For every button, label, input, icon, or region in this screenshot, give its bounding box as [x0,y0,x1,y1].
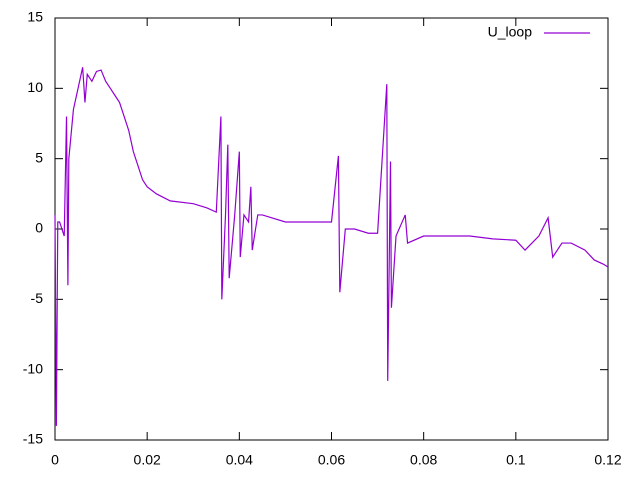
data-line [54,67,609,426]
legend-label: U_loop [488,24,533,40]
x-tick-label: 0.02 [134,452,161,468]
x-tick-label: 0 [51,452,59,468]
x-tick-label: 0.12 [594,452,621,468]
x-tick-label: 0.1 [506,452,526,468]
y-tick-label: -10 [23,360,43,376]
x-tick-label: 0.06 [318,452,345,468]
y-tick-label: 5 [35,149,43,165]
y-tick-label: -5 [31,290,44,306]
y-tick-label: 0 [35,220,43,236]
x-tick-label: 0.04 [226,452,253,468]
y-tick-label: -15 [23,431,43,447]
y-tick-label: 10 [27,79,43,95]
y-tick-label: 15 [27,9,43,25]
x-tick-label: 0.08 [410,452,437,468]
plot-frame [54,17,609,441]
